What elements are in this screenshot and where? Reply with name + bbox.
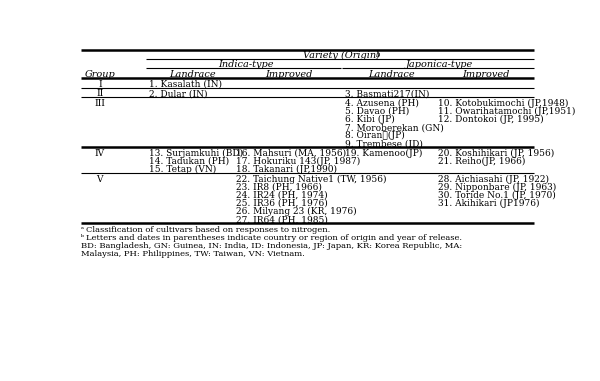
Text: Landrace: Landrace [169,70,216,78]
Text: 30. Toride No.1 (JP, 1970): 30. Toride No.1 (JP, 1970) [438,191,556,200]
Text: 13. Surjamkuhi (BD): 13. Surjamkuhi (BD) [149,149,243,158]
Text: III: III [94,99,105,108]
Text: Group: Group [85,70,115,78]
Text: Variety (Origin): Variety (Origin) [303,51,380,60]
Text: I: I [98,80,101,89]
Text: 18. Takanari (JP,1990): 18. Takanari (JP,1990) [236,165,337,174]
Text: Classification of cultivars based on responses to nitrogen.: Classification of cultivars based on res… [86,226,330,234]
Text: 17. Hokuriku 143(JP, 1987): 17. Hokuriku 143(JP, 1987) [236,157,361,166]
Text: 6. Kibi (JP): 6. Kibi (JP) [344,115,394,124]
Text: 10. Kotobukimochi (JP,1948): 10. Kotobukimochi (JP,1948) [438,99,568,108]
Text: 31. Akihikari (JP1976): 31. Akihikari (JP1976) [438,199,539,208]
Text: Improved: Improved [462,70,509,78]
Text: 12. Dontokoi (JP, 1995): 12. Dontokoi (JP, 1995) [438,115,544,124]
Text: 15. Tetap (VN): 15. Tetap (VN) [149,165,216,174]
Text: Indica-type: Indica-type [218,60,273,69]
Text: Improved: Improved [265,70,312,78]
Text: Landrace: Landrace [368,70,415,78]
Text: 14. Tadukan (PH): 14. Tadukan (PH) [149,157,229,166]
Text: 16. Mahsuri (MA, 1956): 16. Mahsuri (MA, 1956) [236,149,346,158]
Text: 7. Moroberekan (GN): 7. Moroberekan (GN) [344,123,443,132]
Text: ᵇ: ᵇ [81,234,84,242]
Text: BD: Bangladesh, GN: Guinea, IN: India, ID: Indonesia, JP: Japan, KR: Korea Repub: BD: Bangladesh, GN: Guinea, IN: India, I… [81,242,463,250]
Text: Malaysia, PH: Philippines, TW: Taiwan, VN: Vietnam.: Malaysia, PH: Philippines, TW: Taiwan, V… [81,250,305,258]
Text: 25. IR36 (PH, 1976): 25. IR36 (PH, 1976) [236,199,328,208]
Text: 26. Milyang 23 (KR, 1976): 26. Milyang 23 (KR, 1976) [236,207,357,216]
Text: 21. Reiho(JP, 1966): 21. Reiho(JP, 1966) [438,157,525,166]
Text: V: V [97,175,103,184]
Text: Letters and dates in parentheses indicate country or region of origin and year o: Letters and dates in parentheses indicat… [86,234,462,242]
Text: 3. Basmati217(IN): 3. Basmati217(IN) [344,89,429,98]
Text: II: II [96,89,103,98]
Text: 28. Aichiasahi (JP, 1922): 28. Aichiasahi (JP, 1922) [438,175,549,184]
Text: 22. Taichung Native1 (TW, 1956): 22. Taichung Native1 (TW, 1956) [236,175,387,184]
Text: 8. Oiran　(JP): 8. Oiran (JP) [344,131,404,140]
Text: IV: IV [95,149,105,158]
Text: 20. Koshihikari (JP, 1956): 20. Koshihikari (JP, 1956) [438,149,554,158]
Text: 1. Kasalath (IN): 1. Kasalath (IN) [149,80,221,89]
Text: ᵃ: ᵃ [81,226,84,234]
Text: b: b [376,51,380,59]
Text: 27. IR64 (PH, 1985): 27. IR64 (PH, 1985) [236,215,328,224]
Text: 11. Owarihatamochi (JP,1951): 11. Owarihatamochi (JP,1951) [438,107,575,116]
Text: Japonica-type: Japonica-type [406,60,473,69]
Text: 24. IR24 (PH, 1974): 24. IR24 (PH, 1974) [236,191,328,200]
Text: 23. IR8 (PH, 1966): 23. IR8 (PH, 1966) [236,183,322,192]
Text: 2. Dular (IN): 2. Dular (IN) [149,89,207,98]
Text: 5. Davao (PH): 5. Davao (PH) [344,107,409,116]
Text: 29. Nipponbare (JP, 1963): 29. Nipponbare (JP, 1963) [438,183,556,192]
Text: 19. Kamenoo(JP): 19. Kamenoo(JP) [344,149,422,158]
Text: 4. Azusena (PH): 4. Azusena (PH) [344,99,419,108]
Text: 9. Trembese (ID): 9. Trembese (ID) [344,139,422,148]
